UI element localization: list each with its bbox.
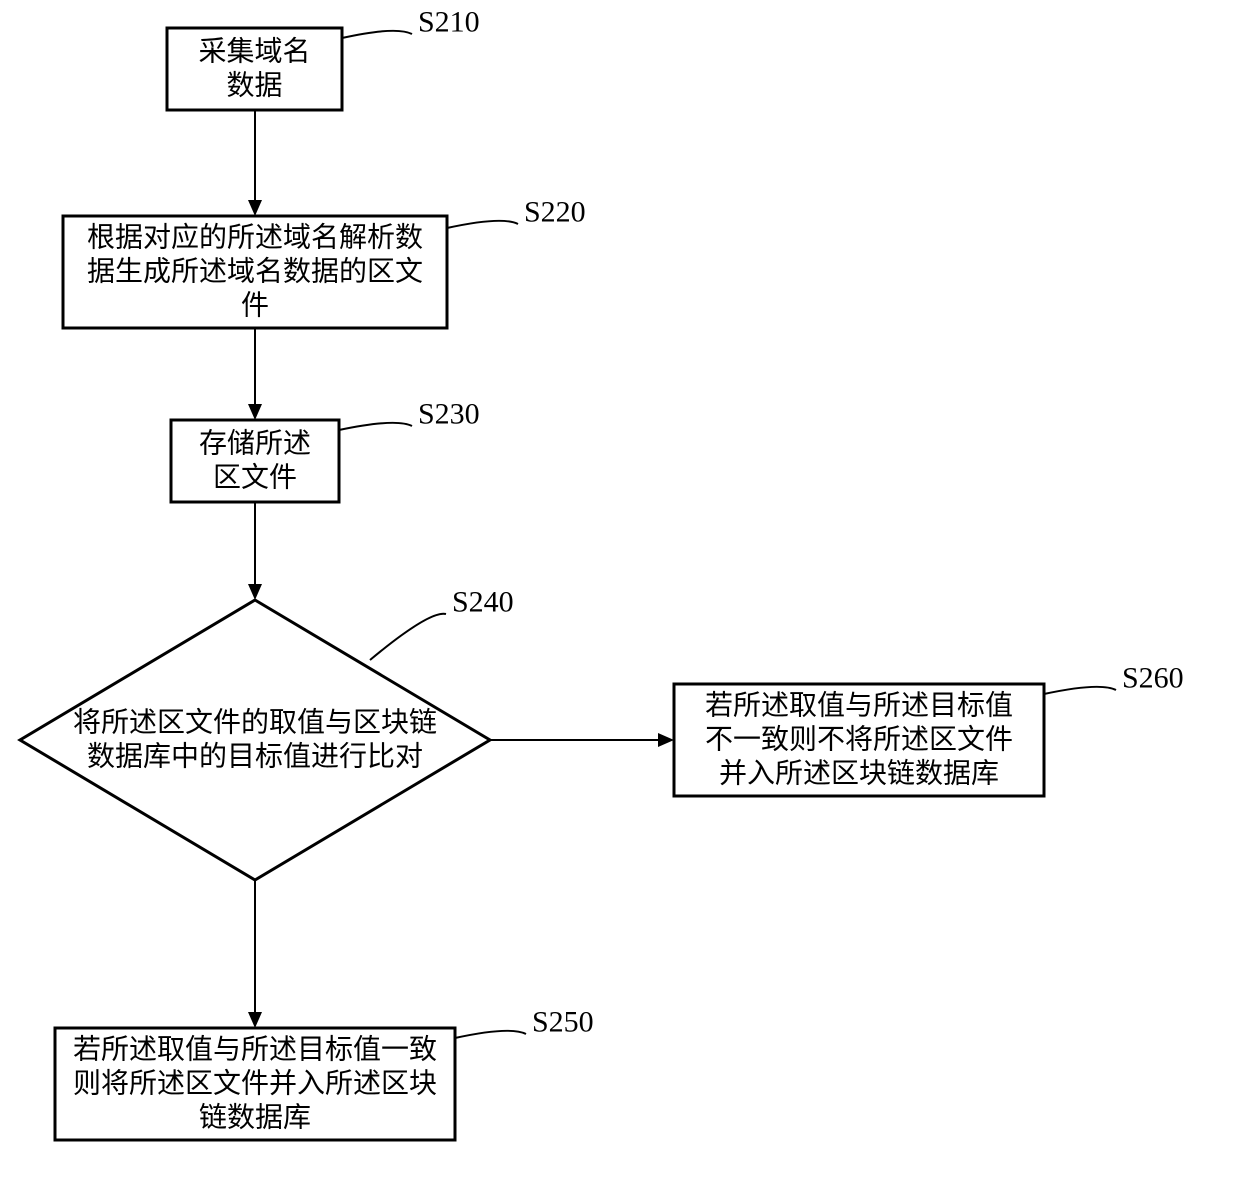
label-n250: S250 (532, 1006, 594, 1039)
leader-n230 (339, 423, 412, 430)
node-n260: 若所述取值与所述目标值不一致则不将所述区文件并入所述区块链数据库 (674, 684, 1044, 796)
text-n210-line0: 采集域名 (198, 36, 310, 68)
diamond-n240 (20, 600, 490, 880)
arrowhead-n210-n220 (248, 200, 262, 216)
text-n260-line0: 若所述取值与所述目标值 (705, 690, 1013, 722)
arrowhead-n230-n240 (248, 584, 262, 600)
node-n210: 采集域名数据 (167, 28, 342, 110)
arrowhead-n220-n230 (248, 404, 262, 420)
text-n210-line1: 数据 (226, 70, 282, 102)
label-n260: S260 (1122, 662, 1184, 695)
text-n240-line0: 将所述区文件的取值与区块链 (73, 707, 437, 739)
flowchart-canvas: 采集域名数据根据对应的所述域名解析数据生成所述域名数据的区文件存储所述区文件将所… (0, 0, 1240, 1192)
text-n230-line0: 存储所述 (199, 428, 311, 460)
text-n250-line0: 若所述取值与所述目标值一致 (73, 1034, 437, 1066)
leader-n210 (342, 31, 412, 38)
leader-n220 (447, 221, 518, 228)
leader-n260 (1044, 687, 1116, 694)
text-n260-line2: 并入所述区块链数据库 (719, 758, 999, 790)
text-n220-line0: 根据对应的所述域名解析数 (87, 222, 423, 254)
text-n250-line1: 则将所述区文件并入所述区块 (73, 1068, 437, 1100)
label-n210: S210 (418, 6, 480, 39)
node-n220: 根据对应的所述域名解析数据生成所述域名数据的区文件 (63, 216, 447, 328)
label-n240: S240 (452, 586, 514, 619)
arrowhead-n240-n260 (658, 733, 674, 747)
text-n250-line2: 链数据库 (199, 1102, 311, 1134)
text-n230-line1: 区文件 (213, 462, 297, 494)
text-n220-line1: 据生成所述域名数据的区文 (87, 256, 423, 288)
arrowhead-n240-n250 (248, 1012, 262, 1028)
node-n240: 将所述区文件的取值与区块链数据库中的目标值进行比对 (20, 600, 490, 880)
text-n260-line1: 不一致则不将所述区文件 (705, 724, 1013, 756)
text-n220-line2: 件 (241, 290, 269, 322)
leader-n250 (455, 1031, 526, 1038)
node-n250: 若所述取值与所述目标值一致则将所述区文件并入所述区块链数据库 (55, 1028, 455, 1140)
leader-n240 (370, 614, 446, 660)
text-n240-line1: 数据库中的目标值进行比对 (87, 741, 423, 773)
label-n230: S230 (418, 398, 480, 431)
label-n220: S220 (524, 196, 586, 229)
node-n230: 存储所述区文件 (171, 420, 339, 502)
